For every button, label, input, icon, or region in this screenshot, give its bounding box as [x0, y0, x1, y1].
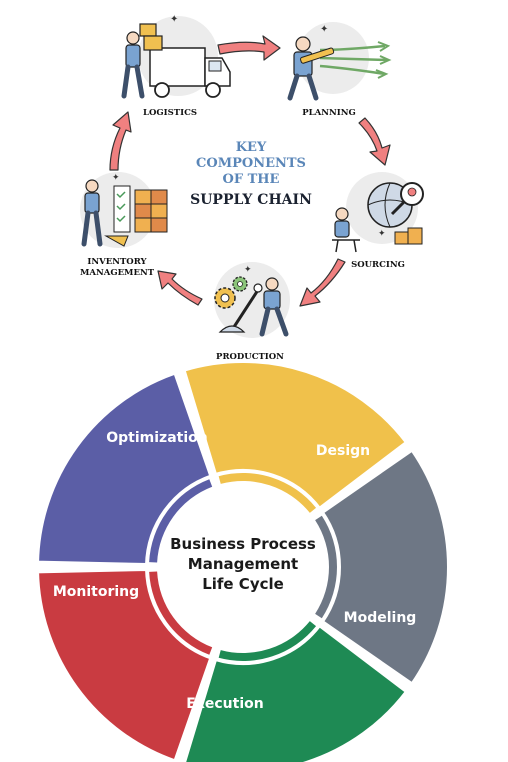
bpm-center-disc: [161, 485, 325, 649]
segment-design: [180, 359, 410, 512]
segment-label-monitoring: Monitoring: [53, 584, 139, 600]
segment-execution: [182, 622, 410, 762]
bpm-cycle-diagram: Business Process Management Life Cycle O…: [35, 359, 451, 762]
segment-monitoring: [35, 566, 214, 762]
supply-chain-title: KEY COMPONENTS OF THE SUPPLY CHAIN: [190, 140, 312, 208]
stage-label-planning: PLANNING: [302, 108, 356, 118]
arrow-logistics-to-planning: [217, 35, 281, 61]
bpm-center-line-2: Management: [188, 555, 298, 573]
segment-label-execution: Execution: [186, 696, 263, 712]
svg-text:✦: ✦: [320, 24, 328, 35]
title-line-components: COMPONENTS: [196, 156, 306, 171]
logistics-illustration: ✦: [121, 14, 231, 99]
segment-modeling: [319, 446, 451, 688]
planning-illustration: ✦: [287, 22, 392, 101]
supply-chain-diagram: ✦ LOGISTICS ✦ PLANNING KEY COMPONENTS OF…: [80, 14, 424, 362]
svg-text:✦: ✦: [378, 228, 386, 238]
stage-label-inventory-1: INVENTORY: [87, 257, 147, 267]
svg-text:✦: ✦: [170, 14, 178, 25]
cycle-arrows: [109, 35, 391, 307]
title-line-supply-chain: SUPPLY CHAIN: [190, 192, 312, 208]
inventory-illustration: ✦: [80, 172, 168, 248]
segment-label-optimization: Optimization: [106, 430, 207, 446]
arrow-sourcing-to-production: [299, 258, 346, 307]
arrow-production-to-inventory: [157, 270, 203, 306]
stage-label-sourcing: SOURCING: [351, 260, 405, 270]
stage-label-production: PRODUCTION: [216, 352, 284, 362]
inner-arc-modeling: [315, 515, 337, 619]
segment-label-modeling: Modeling: [344, 610, 417, 626]
inner-arc-monitoring: [149, 571, 213, 655]
svg-text:✦: ✦: [112, 172, 120, 182]
title-line-of-the: OF THE: [223, 172, 280, 187]
inner-arc-design: [218, 473, 317, 513]
inner-arc-execution: [218, 621, 317, 661]
svg-text:✦: ✦: [244, 264, 252, 274]
production-illustration: ✦: [214, 262, 290, 338]
bpm-center-line-3: Life Cycle: [202, 575, 284, 593]
stage-label-inventory-2: MANAGEMENT: [80, 268, 155, 278]
title-line-key: KEY: [236, 140, 267, 155]
sourcing-illustration: ✦: [332, 172, 424, 253]
segment-label-design: Design: [316, 443, 370, 459]
bpm-center-line-1: Business Process: [170, 535, 316, 553]
arrow-inventory-to-logistics: [109, 111, 132, 171]
arrow-planning-to-sourcing: [358, 117, 391, 166]
inner-arc-optimization: [149, 479, 213, 563]
stage-label-logistics: LOGISTICS: [143, 108, 197, 118]
segment-optimization: [35, 369, 214, 568]
